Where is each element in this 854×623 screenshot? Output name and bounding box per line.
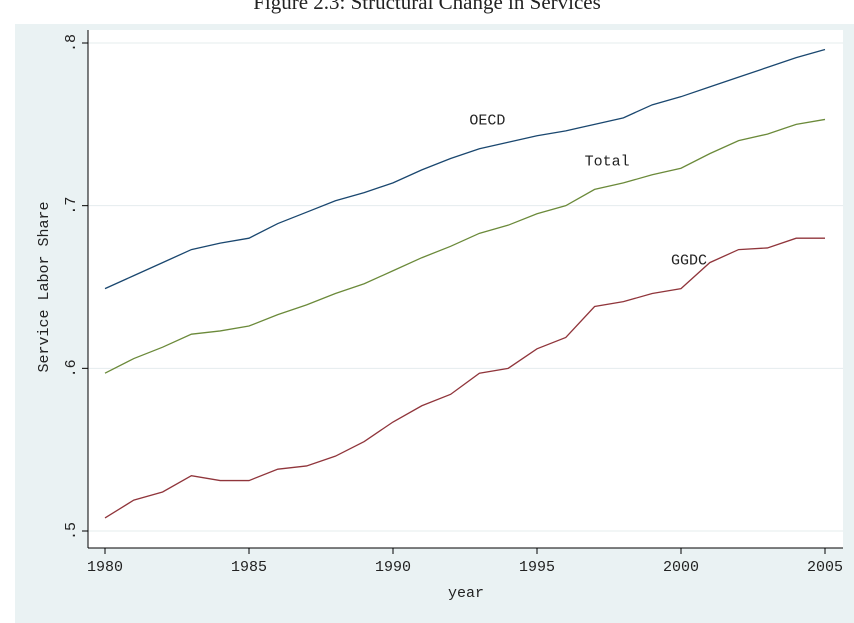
x-tick-label: 2000 (663, 559, 699, 576)
y-tick-label: .6 (63, 359, 80, 377)
series-line (104, 237, 825, 519)
y-tick-label: .5 (63, 522, 80, 540)
x-tick-label: 2005 (807, 559, 843, 576)
y-tick-label: .8 (63, 34, 80, 52)
series-label: GGDC (671, 253, 707, 270)
x-tick-label: 1980 (87, 559, 123, 576)
x-axis-label: year (448, 585, 484, 602)
chart-title: Figure 2.3: Structural Change in Service… (253, 0, 601, 14)
series-line (104, 118, 826, 374)
series-line (104, 48, 826, 290)
series-label: Total (585, 153, 630, 170)
y-axis-label: Service Labor Share (36, 201, 53, 372)
x-tick-label: 1990 (375, 559, 411, 576)
x-tick-label: 1995 (519, 559, 555, 576)
series-label: OECD (469, 113, 505, 130)
x-tick-label: 1985 (231, 559, 267, 576)
y-tick-label: .7 (63, 197, 80, 215)
plot-region (88, 30, 843, 548)
